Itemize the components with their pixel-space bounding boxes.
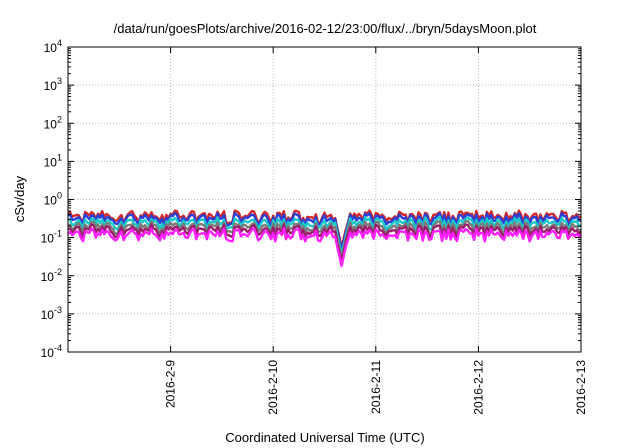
grid [68, 47, 581, 352]
x-axis-label: Coordinated Universal Time (UTC) [225, 430, 424, 445]
series-line [67, 219, 582, 260]
series-group [67, 209, 582, 268]
y-tick-label: 10-3 [41, 305, 62, 322]
x-axis-ticks: 2016-2-9 2016-2-10 2016-2-11 2016-2-12 2016-… [164, 47, 588, 415]
x-tick-label: 2016-2-12 [471, 360, 485, 415]
y-tick-label: 104 [44, 38, 62, 55]
y-tick-label: 10-2 [41, 267, 62, 284]
y-axis-label: cSv/day [12, 175, 27, 222]
series-line [67, 227, 582, 268]
y-tick-label: 10-4 [41, 343, 62, 360]
y-tick-label: 100 [44, 191, 62, 208]
x-tick-label: 2016-2-13 [574, 360, 588, 415]
x-tick-label: 2016-2-11 [369, 360, 383, 414]
y-tick-label: 101 [44, 152, 62, 169]
series-line [67, 215, 582, 256]
y-axis-ticks: 104 103 102 101 100 10-1 10-2 10-3 10-4 [41, 38, 581, 360]
chart-title: /data/run/goesPlots/archive/2016-02-12/2… [114, 21, 537, 36]
y-tick-label: 102 [44, 114, 62, 131]
x-tick-label: 2016-2-10 [266, 360, 280, 415]
plot-frame [67, 46, 582, 353]
series-line [67, 211, 581, 252]
series-line [67, 223, 582, 264]
y-tick-label: 10-1 [41, 229, 62, 246]
y-tick-label: 103 [44, 76, 62, 93]
x-tick-label: 2016-2-9 [164, 360, 178, 408]
